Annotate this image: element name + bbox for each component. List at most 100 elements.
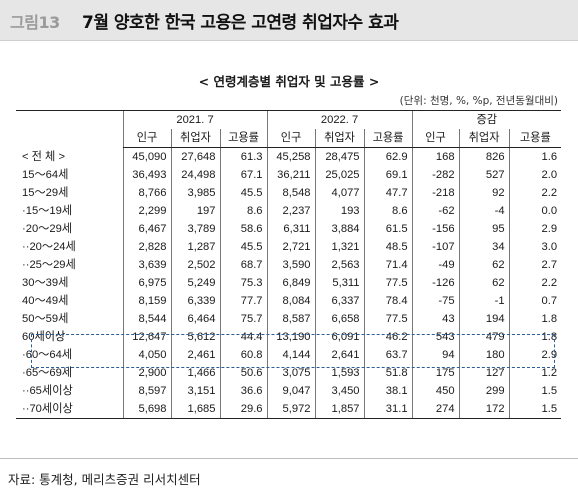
table-cell: 71.4 xyxy=(363,256,413,274)
table-cell: 94 xyxy=(411,346,460,364)
table-row: ··65세이상 8,597 3,151 36.6 9,047 3,450 38.1 450 29… xyxy=(16,382,562,400)
table-cell: 77.7 xyxy=(219,292,268,310)
table-cell: 36,493 xyxy=(122,166,171,184)
table-cell: 8,597 xyxy=(122,382,171,400)
figure-title: 7월 양호한 한국 고용은 고연령 취업자수 효과 xyxy=(82,13,399,33)
row-label: ·20～29세 xyxy=(22,223,73,235)
table-cell: 45.5 xyxy=(219,184,268,202)
table-cell: 47.7 xyxy=(363,184,413,202)
col-header: 고용률 xyxy=(219,129,268,148)
table-cell: 194 xyxy=(458,310,510,328)
table-cell: 29.6 xyxy=(219,400,268,419)
col-header: 취업자 xyxy=(314,129,365,148)
table-cell: 2,721 xyxy=(266,238,316,256)
table-cell: 95 xyxy=(458,220,510,238)
col-group-change: 증감 xyxy=(411,110,562,129)
table-cell: 8,084 xyxy=(266,292,316,310)
table-cell: 2.2 xyxy=(508,184,562,202)
table-cell: 168 xyxy=(411,147,460,166)
table-row: ··25～29세 3,639 2,502 68.7 3,590 2,563 71.4 -49 6… xyxy=(16,256,562,274)
table-row: 50～59세 8,544 6,464 75.7 8,587 6,658 77.5 43 194 1… xyxy=(16,310,562,328)
table-cell: 1,685 xyxy=(170,400,220,419)
row-label: < 전 체 > xyxy=(22,150,65,163)
table-cell: 2.7 xyxy=(508,256,562,274)
group-header-row: 2021. 7 2022. 7 증감 xyxy=(16,110,562,148)
table-row: 30～39세 6,975 5,249 75.3 6,849 5,311 77.5 -126 62… xyxy=(16,274,562,292)
col-header: 인구 xyxy=(266,129,316,148)
col-header: 인구 xyxy=(411,129,460,148)
table-row: < 전 체 >45,090 27,648 61.3 45,258 28,475 62.9 1… xyxy=(16,147,562,166)
table-cell: -62 xyxy=(411,202,460,220)
table-cell: 8.6 xyxy=(219,202,268,220)
table-cell: 68.7 xyxy=(219,256,268,274)
table-cell: 8.6 xyxy=(363,202,413,220)
table-cell: -75 xyxy=(411,292,460,310)
table-cell: 63.7 xyxy=(363,346,413,364)
col-group-2021: 2021. 7 xyxy=(122,110,268,129)
table-cell: 2.9 xyxy=(508,346,562,364)
col-header: 고용률 xyxy=(508,129,562,148)
row-label: ·60～64세 xyxy=(22,349,73,361)
row-label: ·15～19세 xyxy=(22,205,73,217)
table-cell: 3.0 xyxy=(508,238,562,256)
table-cell: 299 xyxy=(458,382,510,400)
table-cell: 197 xyxy=(170,202,220,220)
table-cell: 3,985 xyxy=(170,184,220,202)
table-cell: 12,647 xyxy=(122,328,171,346)
table-cell: 8,544 xyxy=(122,310,171,328)
table-cell: 1.8 xyxy=(508,310,562,328)
table-cell: 6,339 xyxy=(170,292,220,310)
table-cell: 62 xyxy=(458,256,510,274)
table-cell: 78.4 xyxy=(363,292,413,310)
table-cell: 3,884 xyxy=(314,220,365,238)
table-cell: 543 xyxy=(411,328,460,346)
row-label: ··65세이상 xyxy=(22,385,73,397)
table-cell: 36.6 xyxy=(219,382,268,400)
table-cell: 75.3 xyxy=(219,274,268,292)
row-label: 30～39세 xyxy=(22,277,69,289)
table-cell: 60.8 xyxy=(219,346,268,364)
row-label-header xyxy=(16,110,123,148)
row-label: ··25～29세 xyxy=(22,259,76,271)
table-cell: 1,857 xyxy=(314,400,365,419)
table-cell: 3,639 xyxy=(122,256,171,274)
table-cell: -282 xyxy=(411,166,460,184)
table-cell: 1.5 xyxy=(508,382,562,400)
table-cell: 274 xyxy=(411,400,460,419)
table-cell: 50.6 xyxy=(219,364,268,382)
table-cell: -4 xyxy=(458,202,510,220)
table-cell: 51.8 xyxy=(363,364,413,382)
table-cell: 1.6 xyxy=(508,147,562,166)
table-cell: 193 xyxy=(314,202,365,220)
table-cell: -49 xyxy=(411,256,460,274)
table-row: 15～64세 36,493 24,498 67.1 36,211 25,025 69.1 -2… xyxy=(16,166,562,184)
table-row: 60세이상 12,647 5,612 44.4 13,190 6,091 46.2 543 47… xyxy=(16,328,562,346)
table-cell: 6,658 xyxy=(314,310,365,328)
table-cell: -218 xyxy=(411,184,460,202)
table-cell: 4,050 xyxy=(122,346,171,364)
table-cell: 3,590 xyxy=(266,256,316,274)
table-cell: -156 xyxy=(411,220,460,238)
divider xyxy=(0,458,578,459)
table-row: ··70세이상 5,698 1,685 29.6 5,972 1,857 31.1 274 17… xyxy=(16,400,562,419)
table-cell: 77.5 xyxy=(363,310,413,328)
col-group-2022: 2022. 7 xyxy=(266,110,413,129)
table-cell: 61.3 xyxy=(219,147,268,166)
table-cell: 127 xyxy=(458,364,510,382)
table-cell: 2,502 xyxy=(170,256,220,274)
table-cell: 6,975 xyxy=(122,274,171,292)
table-cell: 6,311 xyxy=(266,220,316,238)
table-cell: -1 xyxy=(458,292,510,310)
table-cell: 1.2 xyxy=(508,364,562,382)
table-row: 15～29세 8,766 3,985 45.5 8,548 4,077 47.7 -218 92… xyxy=(16,184,562,202)
table-cell: 479 xyxy=(458,328,510,346)
table-cell: 44.4 xyxy=(219,328,268,346)
table-cell: 5,612 xyxy=(170,328,220,346)
table-cell: 2,828 xyxy=(122,238,171,256)
table-cell: 8,159 xyxy=(122,292,171,310)
table-cell: 48.5 xyxy=(363,238,413,256)
table-cell: 13,190 xyxy=(266,328,316,346)
table-row: ·65～69세 2,900 1,466 50.6 3,075 1,593 51.8 175 12… xyxy=(16,364,562,382)
col-header: 고용률 xyxy=(363,129,413,148)
unit-note: (단위: 천명, %, %p, 전년동월대비) xyxy=(399,95,558,107)
